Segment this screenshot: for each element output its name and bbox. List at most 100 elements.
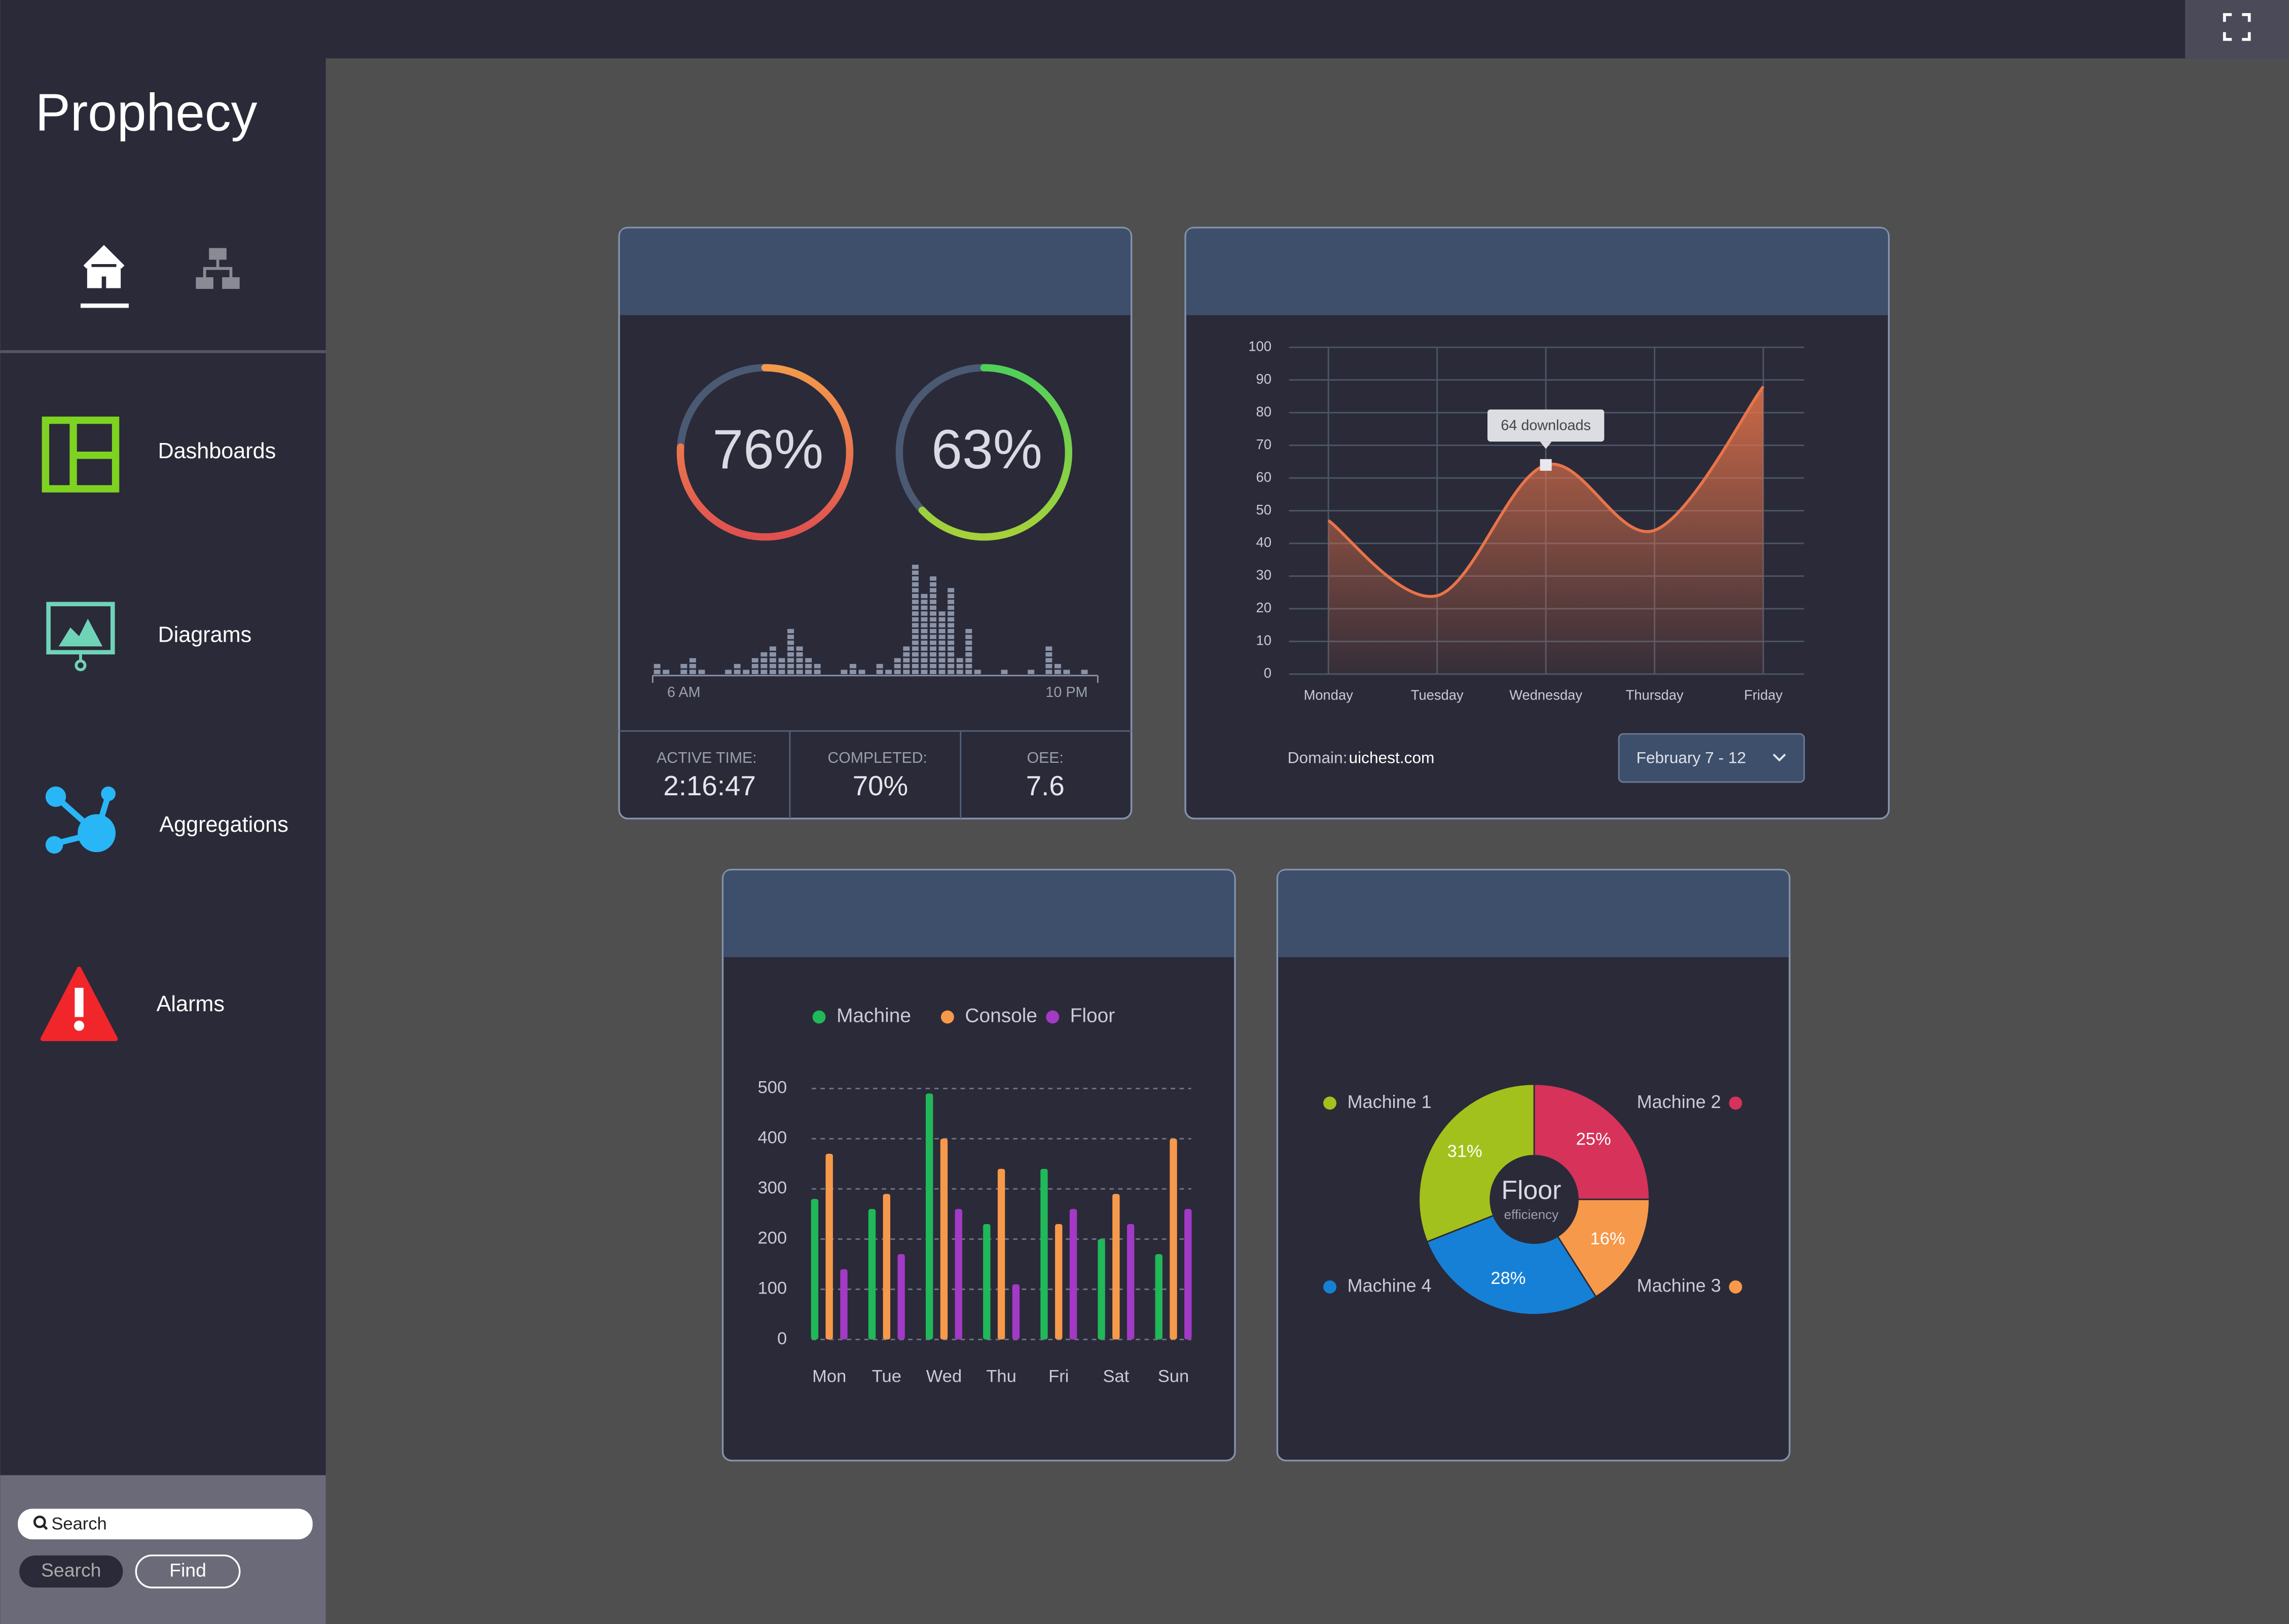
bar [903, 646, 910, 676]
nav-alarms[interactable]: Alarms [40, 967, 225, 1041]
button-bg [135, 1554, 241, 1589]
y-tick-label: 40 [1256, 534, 1271, 550]
card [618, 227, 1133, 820]
legend-label: Console [965, 1005, 1037, 1027]
value-label: 16% [1590, 1229, 1625, 1248]
legend-marker [1323, 1280, 1337, 1294]
date-dropdown[interactable]: February 7 - 12 [1618, 733, 1805, 783]
alarms-dot [74, 1020, 85, 1031]
value-label: 25% [1576, 1129, 1611, 1149]
y-tick-label: 300 [758, 1178, 787, 1198]
bar [689, 658, 696, 676]
bar [1001, 670, 1008, 676]
brand: Prophecy [35, 83, 258, 142]
bar [850, 663, 856, 676]
y-tick-label: 100 [1248, 338, 1271, 354]
sidebar [0, 0, 326, 1624]
fullscreen-bg [2185, 0, 2289, 59]
bar [1063, 670, 1070, 676]
find-button[interactable]: Find [135, 1554, 241, 1589]
aggregations-node [45, 836, 63, 854]
y-tick-label: 400 [758, 1128, 787, 1148]
diagrams-icon [46, 602, 115, 655]
aggregations-node [45, 786, 66, 807]
stat-label: ACTIVE TIME: [657, 750, 757, 766]
fullscreen-button[interactable] [2185, 0, 2289, 59]
aggregations-node [78, 814, 116, 853]
donut-hole [1490, 1155, 1578, 1243]
search-input[interactable]: Search [18, 1508, 313, 1540]
stats: ACTIVE TIME: 2:16:47 COMPLETED: 70% OEE:… [619, 730, 1132, 819]
nav-label: Diagrams [158, 623, 251, 647]
gauge-arc [918, 364, 1072, 541]
card [721, 868, 1236, 1462]
gauge-arc [676, 364, 854, 541]
hierarchy-tab[interactable] [196, 248, 240, 289]
bar [1184, 1209, 1192, 1340]
fullscreen-icon [2223, 13, 2251, 41]
card-header [723, 870, 1234, 957]
domain-value: uichest.com [1349, 748, 1435, 766]
nav-label: Dashboards [158, 439, 276, 463]
dashboards-icon [42, 416, 120, 493]
y-tick-label: 10 [1256, 633, 1271, 648]
button-bg [19, 1555, 123, 1588]
stat-value: 2:16:47 [663, 770, 755, 801]
x-tick-label: Wednesday [1509, 687, 1582, 703]
stat-label: OEE: [1027, 750, 1064, 766]
bar [743, 670, 750, 676]
x-tick-label: Sat [1103, 1367, 1129, 1386]
bar [948, 588, 955, 676]
node-icon [196, 277, 213, 289]
bar [814, 663, 821, 676]
stat-label: COMPLETED: [827, 750, 927, 766]
bar [1127, 1224, 1135, 1340]
bar [983, 1224, 991, 1340]
bar [1069, 1209, 1077, 1340]
legend-marker [1729, 1096, 1742, 1110]
bar [725, 670, 732, 676]
search-button[interactable]: Search [19, 1555, 123, 1588]
x-tick-label: Mon [812, 1367, 846, 1386]
bar [1012, 1284, 1020, 1340]
value-label: 31% [1447, 1141, 1482, 1161]
node-icon [209, 248, 227, 260]
nav-dashboards[interactable]: Dashboards [42, 416, 276, 493]
dashboards-icon-lines [69, 423, 113, 486]
bar [805, 658, 812, 676]
legend-label: Floor [1070, 1005, 1115, 1027]
search-panel [0, 1475, 326, 1624]
dropdown-bg [1618, 733, 1805, 783]
card-header [1278, 870, 1789, 957]
button-label: Search [41, 1559, 101, 1580]
bar [1028, 670, 1035, 676]
point-marker [1540, 459, 1552, 471]
y-tick-label: 200 [758, 1229, 787, 1248]
search-placeholder: Search [51, 1514, 106, 1533]
nav-diagrams[interactable]: Diagrams [46, 602, 252, 672]
legend-label: Machine 1 [1348, 1091, 1432, 1112]
search-field [18, 1508, 313, 1540]
bar [734, 663, 741, 676]
node-icon [222, 277, 240, 289]
y-tick-label: 70 [1256, 436, 1271, 452]
gauge-label: 63% [931, 419, 1042, 481]
bar [1112, 1194, 1120, 1340]
legend-marker [812, 1010, 826, 1024]
bar [997, 1168, 1005, 1340]
x-tick-label: Sun [1158, 1367, 1189, 1386]
bar [956, 658, 963, 676]
search-icon-handle [42, 1525, 48, 1530]
dropdown-chevron [1772, 753, 1786, 762]
y-tick-label: 80 [1256, 403, 1271, 419]
bar [811, 1199, 819, 1340]
x-tick-label: 10 PM [1045, 684, 1087, 700]
tab-underline [80, 303, 129, 308]
nav-aggregations[interactable]: Aggregations [45, 786, 288, 854]
diagrams-icon-chart [58, 618, 103, 647]
bar [1081, 670, 1088, 676]
nav-label: Alarms [157, 992, 225, 1016]
nav-label: Aggregations [159, 813, 288, 837]
home-tab[interactable] [80, 245, 129, 308]
bar [925, 1093, 933, 1340]
